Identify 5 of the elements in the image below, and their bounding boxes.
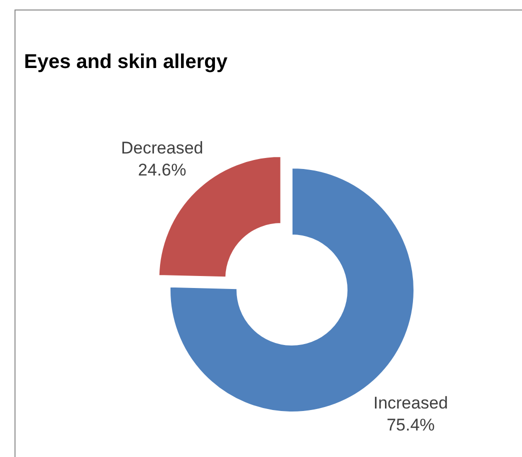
data-label: 75.4% [386,415,435,434]
slice-label: Increased [373,393,448,412]
chart-title: Eyes and skin allergy [24,51,228,73]
slice-label: Decreased [121,138,204,158]
data-label: 24.6% [138,160,186,180]
